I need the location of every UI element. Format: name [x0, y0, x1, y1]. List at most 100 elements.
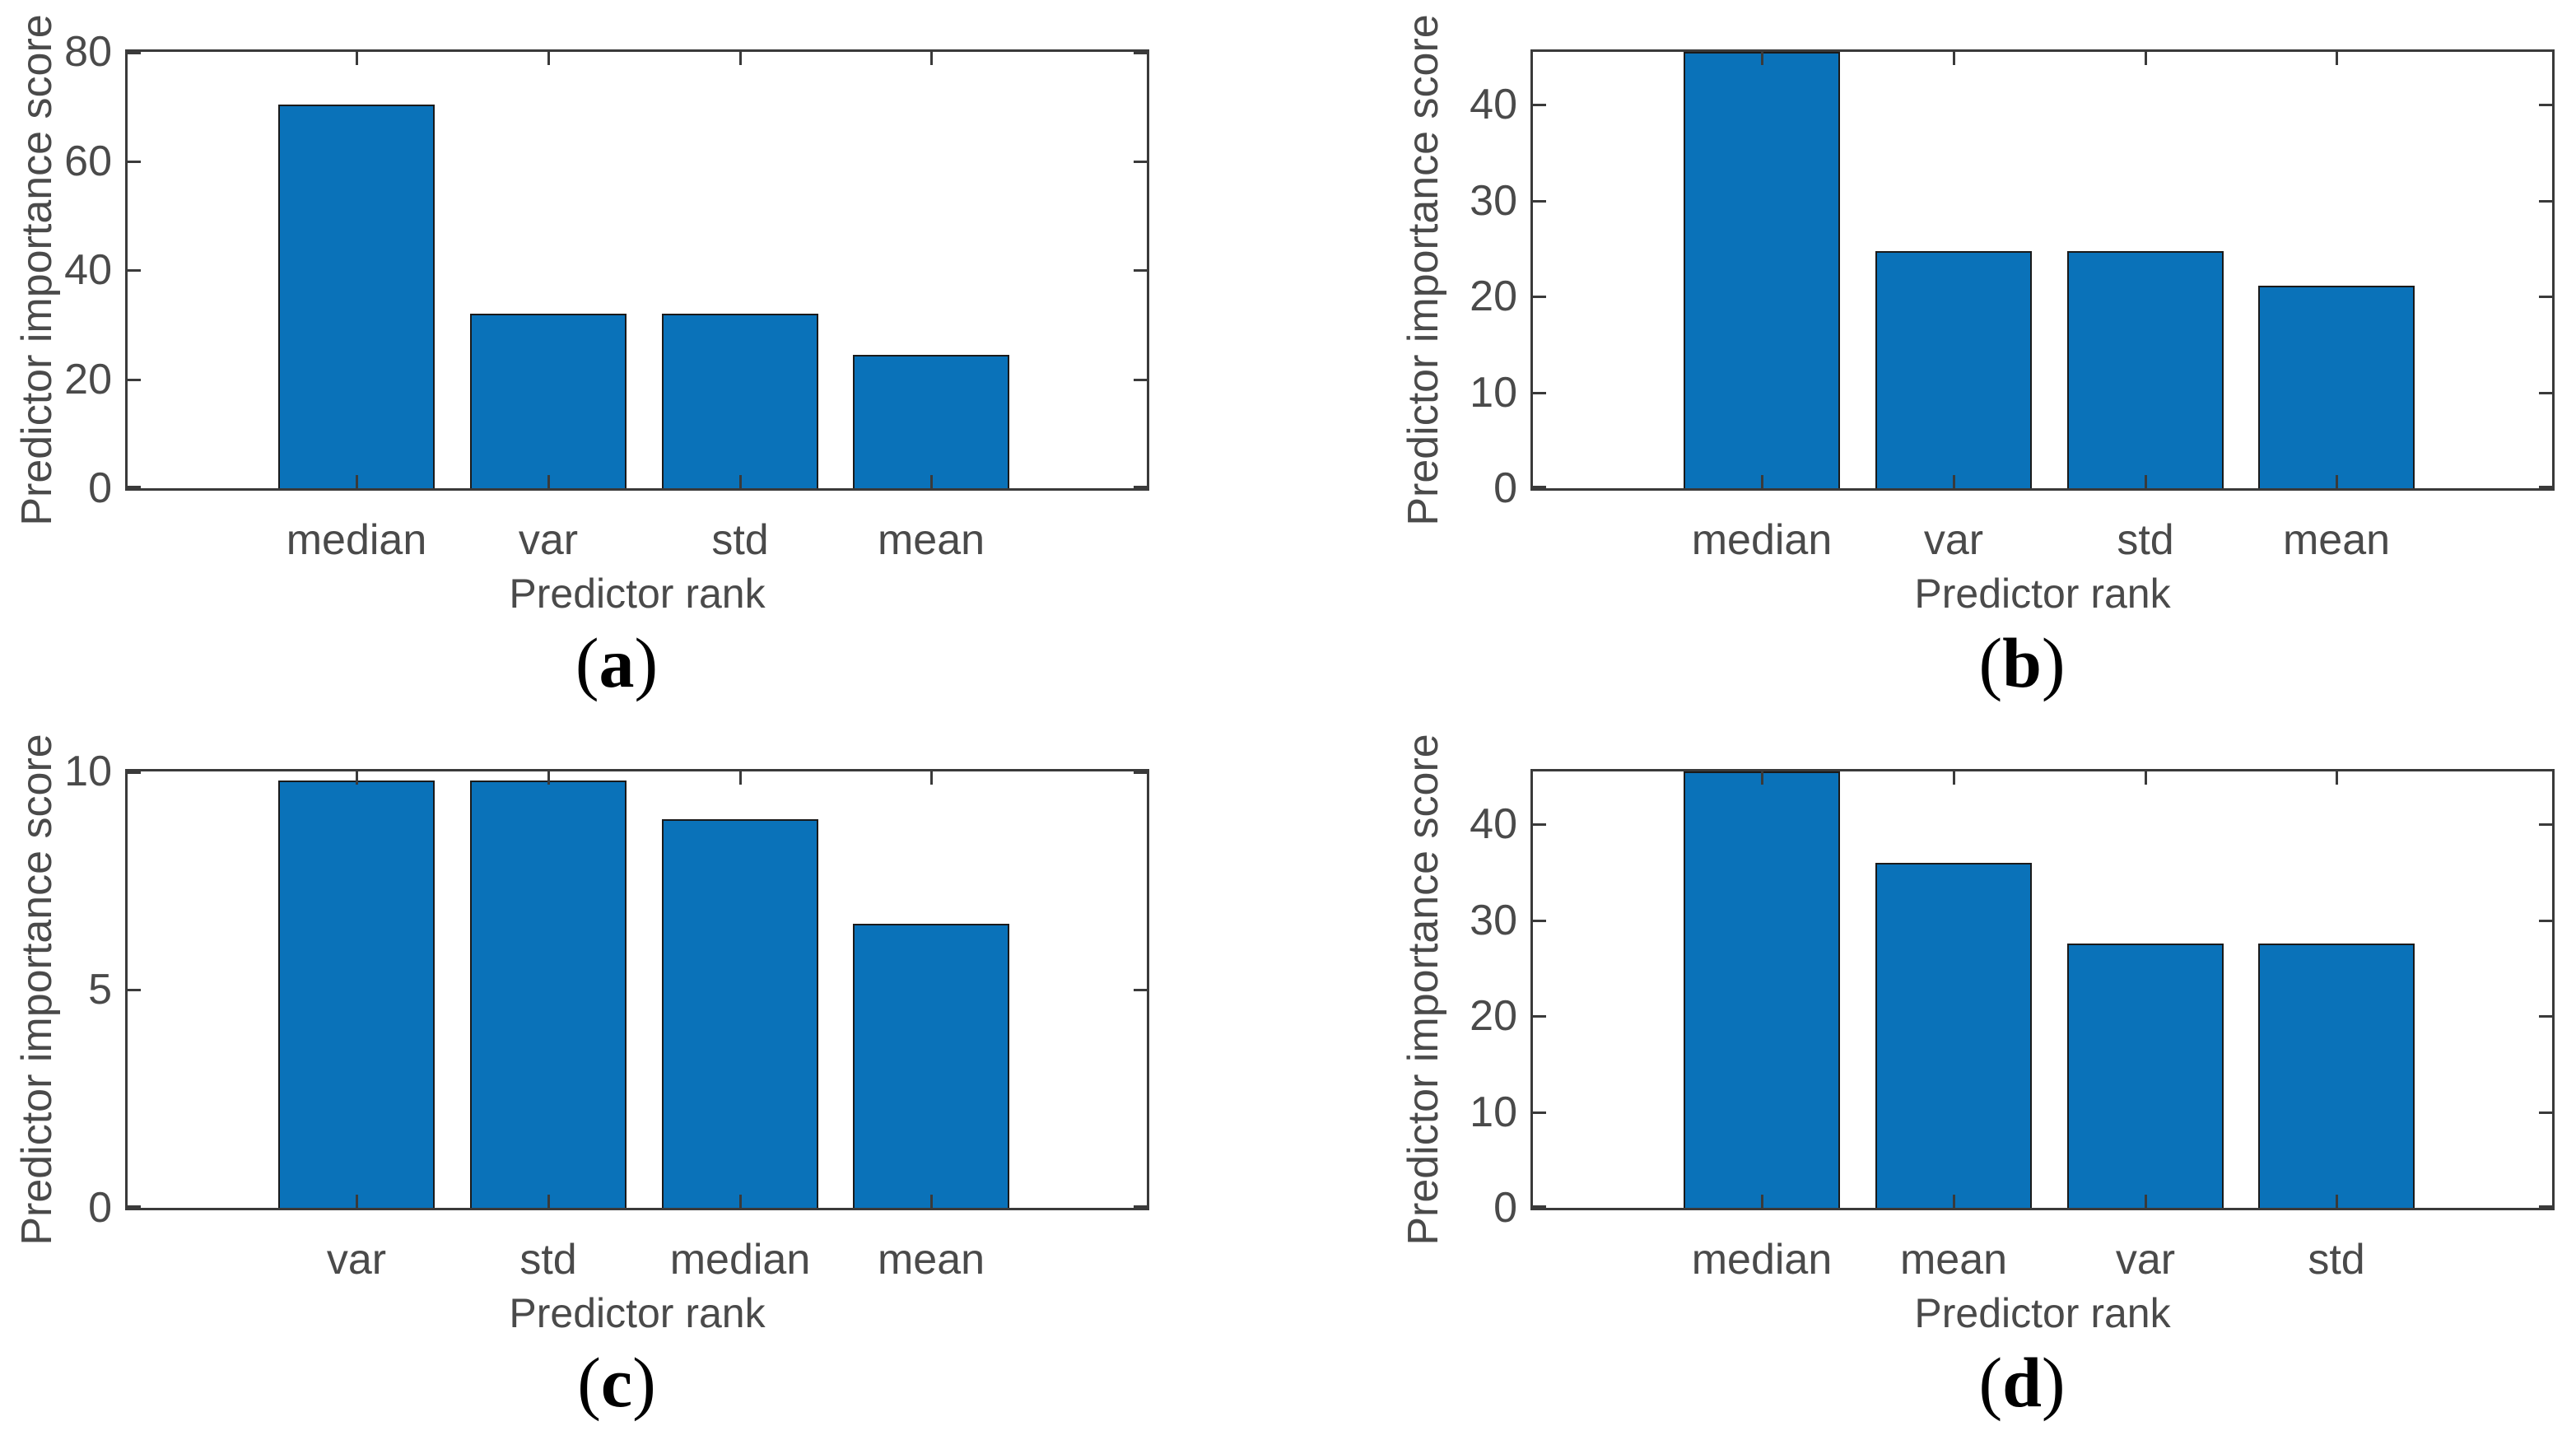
x-tick	[739, 475, 742, 488]
x-tick-label-std: std	[519, 1236, 577, 1284]
y-tick-label: 40	[64, 246, 112, 294]
x-tick	[1953, 1195, 1955, 1208]
bar-std	[662, 314, 818, 488]
panel-letter-paren: (	[577, 1343, 601, 1422]
y-tick	[128, 989, 141, 991]
y-tick-mirror	[1134, 486, 1147, 488]
y-tick	[128, 269, 141, 272]
bar-mean	[2258, 286, 2415, 488]
bar-mean	[853, 355, 1009, 488]
x-tick-top	[2336, 771, 2338, 785]
bar-mean	[1875, 863, 2032, 1208]
x-tick	[547, 475, 550, 488]
x-tick-top	[2145, 52, 2147, 65]
x-tick-top	[739, 771, 742, 785]
bar-var	[470, 314, 627, 488]
y-tick	[1533, 1015, 1546, 1018]
y-tick	[1533, 1111, 1546, 1114]
y-tick-label: 40	[1470, 800, 1517, 848]
y-tick-label: 0	[88, 464, 112, 512]
y-tick	[1533, 1205, 1546, 1208]
y-tick	[128, 771, 141, 774]
y-tick-label: 20	[1470, 992, 1517, 1040]
y-tick-mirror	[1134, 1205, 1147, 1208]
y-tick-mirror	[2539, 200, 2552, 203]
y-tick	[1533, 486, 1546, 488]
x-tick-label-median: median	[1691, 1236, 1833, 1284]
panel-letter-char: b	[2002, 623, 2042, 702]
panel-b: Predictor importance score 0 10 20 30 40 media…	[1288, 0, 2576, 720]
y-tick-label: 0	[1493, 464, 1517, 512]
x-tick-top	[1953, 52, 1955, 65]
x-tick-top	[1761, 52, 1763, 65]
panel-c: Predictor importance score 0 5 10 var std medi…	[0, 720, 1288, 1440]
y-tick-mirror	[1134, 771, 1147, 774]
y-tick	[1533, 296, 1546, 298]
y-tick-mirror	[2539, 823, 2552, 826]
bar-median	[1684, 52, 1840, 488]
x-tick-label-var: var	[2115, 1236, 2176, 1284]
x-tick-top	[1953, 771, 1955, 785]
panel-letter-paren: (	[575, 623, 599, 702]
bar-median	[1684, 771, 1840, 1208]
x-tick-label-mean: mean	[1899, 1236, 2008, 1284]
x-tick-label-mean: mean	[2282, 516, 2391, 564]
panel-letter-paren: (	[1978, 1343, 2003, 1422]
y-tick-mirror	[2539, 392, 2552, 394]
bar-median	[278, 105, 435, 488]
y-tick-label: 0	[1493, 1184, 1517, 1232]
x-tick	[1761, 475, 1763, 488]
plot-area	[1530, 769, 2555, 1210]
x-tick-label-median: median	[286, 516, 427, 564]
x-axis-label: Predictor rank	[1914, 1290, 2171, 1336]
x-axis-label: Predictor rank	[509, 1290, 766, 1336]
bar-var	[2067, 944, 2224, 1208]
x-tick	[739, 1195, 742, 1208]
x-tick-top	[547, 52, 550, 65]
x-tick-top	[930, 771, 933, 785]
x-tick	[547, 1195, 550, 1208]
x-tick	[930, 475, 933, 488]
y-tick-label: 30	[1470, 897, 1517, 944]
x-tick-top	[2145, 771, 2147, 785]
y-tick-label: 30	[1470, 177, 1517, 225]
x-tick	[930, 1195, 933, 1208]
y-tick-label: 60	[64, 137, 112, 185]
x-tick-top	[356, 771, 358, 785]
y-tick	[128, 379, 141, 381]
y-tick-mirror	[2539, 486, 2552, 488]
x-tick-label-median: median	[1691, 516, 1833, 564]
x-tick-label-var: var	[1923, 516, 1984, 564]
y-tick-mirror	[1134, 379, 1147, 381]
y-tick	[128, 486, 141, 488]
y-tick	[128, 161, 141, 163]
bar-std	[2258, 944, 2415, 1208]
bar-var	[278, 781, 435, 1208]
x-tick-top	[1761, 771, 1763, 785]
y-tick	[1533, 104, 1546, 106]
panel-letter-char: a	[599, 623, 635, 702]
panel-letter-paren: )	[2041, 623, 2066, 702]
panel-letter-a: (a)	[575, 627, 658, 698]
panel-letter-b: (b)	[1978, 627, 2065, 698]
y-tick-mirror	[2539, 1015, 2552, 1018]
y-tick-mirror	[2539, 1111, 2552, 1114]
y-tick-label: 20	[64, 356, 112, 403]
bar-std	[2067, 251, 2224, 488]
y-tick-mirror	[2539, 920, 2552, 922]
y-tick-mirror	[1134, 989, 1147, 991]
panel-letter-c: (c)	[577, 1347, 655, 1418]
y-tick-label: 5	[88, 966, 112, 1014]
x-tick-label-std: std	[2117, 516, 2174, 564]
y-tick-mirror	[2539, 1205, 2552, 1208]
panel-a: Predictor importance score 0 20 40 60 80 media…	[0, 0, 1288, 720]
y-tick-mirror	[1134, 269, 1147, 272]
x-tick	[1761, 1195, 1763, 1208]
bar-mean	[853, 924, 1009, 1208]
y-tick-label: 0	[88, 1184, 112, 1232]
x-tick-label-var: var	[326, 1236, 387, 1284]
panel-letter-paren: (	[1978, 623, 2003, 702]
x-axis-label: Predictor rank	[509, 571, 766, 617]
plot-area	[1530, 49, 2555, 491]
panel-letter-paren: )	[634, 623, 659, 702]
